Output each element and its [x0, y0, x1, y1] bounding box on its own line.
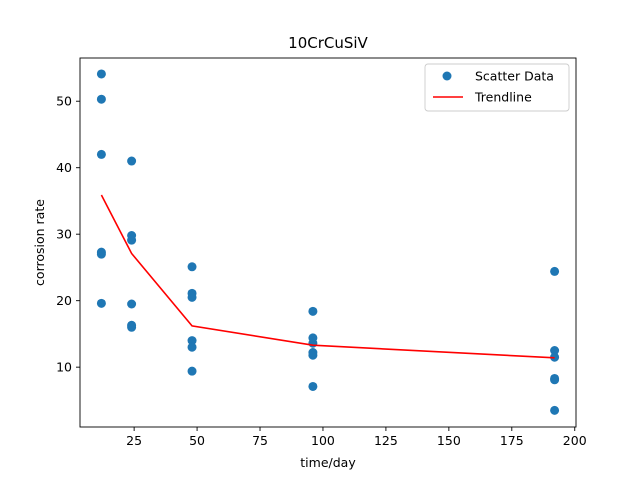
scatter-point — [96, 69, 106, 79]
legend: Scatter Data Trendline — [424, 63, 570, 112]
legend-scatter-marker — [442, 71, 452, 81]
scatter-point — [308, 381, 318, 391]
scatter-point — [550, 405, 560, 415]
y-tick-label: 30 — [56, 227, 72, 242]
scatter-point — [187, 366, 197, 376]
legend-box — [424, 63, 570, 112]
legend-trendline-label: Trendline — [474, 90, 532, 105]
y-tick-label: 50 — [56, 94, 72, 109]
x-tick-label: 50 — [189, 433, 205, 448]
legend-scatter-label: Scatter Data — [475, 69, 554, 84]
trendline — [100, 194, 555, 359]
scatter-point — [96, 249, 106, 259]
x-tick-label: 25 — [126, 433, 142, 448]
y-tick-label: 10 — [56, 360, 72, 375]
scatter-point — [308, 306, 318, 316]
axes-frame — [79, 57, 577, 428]
y-tick-label: 20 — [56, 293, 72, 308]
x-tick-label: 175 — [500, 433, 524, 448]
x-axis-label: time/day — [300, 455, 356, 470]
scatter-point — [96, 298, 106, 308]
x-axis-ticks: 25 50 75 100 125 150 175 200 — [126, 427, 587, 448]
scatter-point — [550, 375, 560, 385]
chart-title: 10CrCuSiV — [288, 34, 368, 52]
scatter-point — [550, 266, 560, 276]
scatter-point — [308, 338, 318, 348]
x-tick-label: 125 — [374, 433, 398, 448]
x-tick-label: 100 — [311, 433, 335, 448]
scatter-point — [127, 235, 137, 245]
scatter-point — [308, 350, 318, 360]
x-tick-label: 75 — [252, 433, 268, 448]
plot-area — [79, 57, 577, 428]
y-axis-ticks: 10 20 30 40 50 — [56, 94, 80, 375]
scatter-point — [127, 156, 137, 166]
scatter-point — [187, 336, 197, 346]
scatter-point — [127, 322, 137, 332]
scatter-point — [187, 262, 197, 272]
y-axis-label: corrosion rate — [32, 199, 47, 286]
scatter-point — [96, 94, 106, 104]
x-tick-label: 200 — [563, 433, 587, 448]
scatter-point — [96, 149, 106, 159]
x-tick-label: 150 — [437, 433, 461, 448]
series-layer — [96, 69, 560, 415]
scatter-point — [550, 346, 560, 356]
y-tick-label: 40 — [56, 160, 72, 175]
scatter-point — [127, 299, 137, 309]
scatter-point — [187, 292, 197, 302]
scatter-point — [187, 342, 197, 352]
